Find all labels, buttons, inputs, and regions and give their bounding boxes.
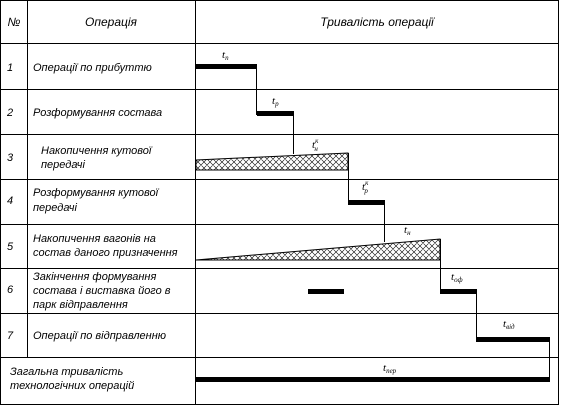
row-5: 5 Накопичення вагонів на состав даного п…: [7, 233, 178, 259]
symbol-t-n: tн: [404, 224, 411, 237]
row-4: 4 Розформування кутової передачі: [7, 187, 160, 214]
header-operation: Операція: [85, 15, 137, 29]
duration-symbols: tп tр tк н tк р tн tоф tвід tпер: [222, 49, 515, 375]
row-4-label-line-1: Розформування кутової: [33, 187, 160, 199]
header-duration: Тривалість операції: [320, 15, 435, 29]
row-7-num: 7: [7, 330, 14, 342]
symbol-t-p: tп: [222, 49, 229, 62]
bar-departure: [476, 337, 550, 342]
table-header: № Операція Тривалість операції: [8, 15, 436, 29]
row-3-label-line-2: передачі: [41, 159, 85, 171]
symbol-t-r-k: tк р: [362, 179, 369, 195]
total-label-line-2: технологічних операцій: [10, 380, 134, 392]
row-5-label-line-2: состав даного призначення: [33, 247, 178, 259]
wedge-corner-accumulation: [195, 152, 349, 171]
row-1-label: Операції по прибуттю: [33, 62, 152, 74]
symbol-t-of: tоф: [451, 271, 463, 284]
symbol-t-n-k: tк н: [312, 137, 319, 153]
row-6-num: 6: [7, 284, 14, 296]
row-5-num: 5: [7, 241, 14, 253]
row-3-label-line-1: Накопичення кутової: [41, 145, 153, 157]
row-4-num: 4: [7, 195, 13, 207]
row-3: 3 Накопичення кутової передачі: [7, 145, 153, 171]
row-2: 2 Розформування состава: [6, 107, 162, 119]
bar-total-duration: [196, 377, 550, 382]
row-6: 6 Закінчення формування состава і вистав…: [7, 271, 171, 311]
header-num: №: [8, 15, 21, 29]
row-6-label-line-3: парк відправлення: [33, 299, 128, 311]
row-7: 7 Операції по відправленню: [7, 330, 166, 342]
symbol-t-r: tр: [272, 95, 279, 108]
row-3-num: 3: [7, 152, 14, 164]
bar-disbanding: [257, 111, 294, 116]
row-2-label: Розформування состава: [33, 107, 162, 119]
row-total: Загальна тривалість технологічних операц…: [10, 366, 134, 392]
bar-formation-prior: [308, 289, 344, 294]
total-label-line-1: Загальна тривалість: [10, 366, 123, 378]
row-2-num: 2: [6, 107, 13, 119]
row-1-num: 1: [7, 62, 13, 74]
row-4-label-line-2: передачі: [33, 202, 77, 214]
wedge-wagon-accumulation: [195, 238, 441, 261]
row-7-label: Операції по відправленню: [33, 330, 166, 342]
symbol-t-vid: tвід: [503, 318, 515, 331]
bar-arrival: [196, 64, 257, 69]
row-1: 1 Операції по прибуттю: [7, 62, 152, 74]
bar-formation-finish: [440, 289, 477, 294]
bar-corner-disbanding: [348, 200, 385, 205]
symbol-t-per: tпер: [383, 362, 397, 375]
row-6-label-line-2: состава і виставка його в: [33, 285, 171, 297]
row-5-label-line-1: Накопичення вагонів на: [33, 233, 156, 245]
gantt-area: [195, 64, 550, 382]
row-6-label-line-1: Закінчення формування: [33, 271, 156, 283]
